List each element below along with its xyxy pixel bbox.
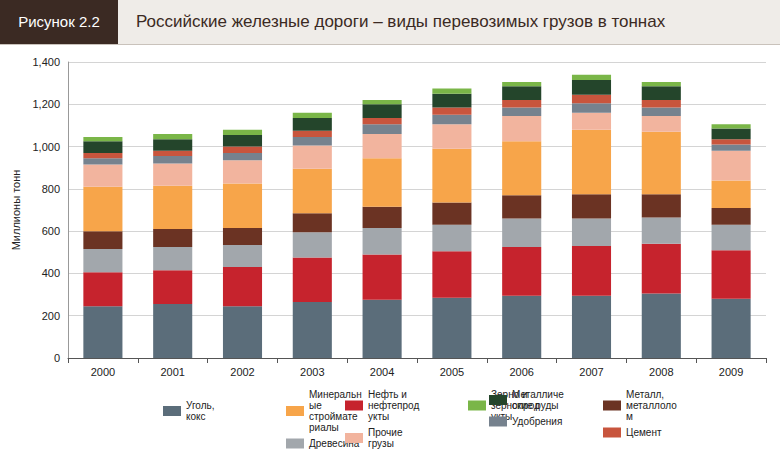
- svg-text:Нефть и: Нефть и: [368, 389, 410, 400]
- svg-text:риалы: риалы: [309, 422, 339, 433]
- svg-text:1,000: 1,000: [32, 141, 60, 153]
- svg-text:2002: 2002: [230, 366, 254, 378]
- svg-text:Минеральн: Минеральн: [309, 389, 362, 400]
- svg-text:2001: 2001: [160, 366, 184, 378]
- svg-text:2004: 2004: [370, 366, 394, 378]
- svg-text:Прочие: Прочие: [368, 427, 405, 438]
- svg-text:2005: 2005: [440, 366, 464, 378]
- svg-text:1,200: 1,200: [32, 98, 60, 110]
- svg-text:400: 400: [42, 267, 60, 279]
- svg-text:2006: 2006: [509, 366, 533, 378]
- svg-text:Металл,: Металл,: [626, 389, 667, 400]
- svg-text:2009: 2009: [719, 366, 743, 378]
- svg-text:200: 200: [42, 310, 60, 322]
- svg-text:2000: 2000: [91, 366, 115, 378]
- svg-text:укты: укты: [368, 411, 389, 422]
- html-text:Российские железные дороги – в: Российские железные дороги – виды перево…: [136, 12, 666, 31]
- html-text:Рисунок 2.2: Рисунок 2.2: [18, 13, 100, 30]
- svg-text:Металличе: Металличе: [512, 389, 564, 400]
- svg-text:Уголь,: Уголь,: [186, 400, 217, 411]
- svg-text:ские руды: ские руды: [512, 400, 558, 411]
- svg-text:Древесина: Древесина: [309, 438, 360, 449]
- svg-text:Цемент: Цемент: [626, 427, 662, 438]
- svg-text:строймате: строймате: [309, 411, 358, 422]
- svg-text:ые: ые: [309, 400, 325, 411]
- svg-text:2003: 2003: [300, 366, 324, 378]
- svg-text:м: м: [626, 411, 633, 422]
- svg-text:1,400: 1,400: [32, 56, 60, 68]
- svg-text:металлоло: металлоло: [626, 400, 677, 411]
- svg-text:600: 600: [42, 225, 60, 237]
- svg-text:800: 800: [42, 183, 60, 195]
- svg-text:грузы: грузы: [368, 438, 394, 449]
- svg-text:2008: 2008: [649, 366, 673, 378]
- svg-text:Миллионы тонн: Миллионы тонн: [10, 170, 22, 251]
- svg-text:Удобрения: Удобрения: [512, 416, 562, 427]
- svg-text:2007: 2007: [579, 366, 603, 378]
- svg-text:0: 0: [54, 352, 60, 364]
- svg-text:нефтепрод: нефтепрод: [368, 400, 419, 411]
- svg-text:кокс: кокс: [186, 411, 206, 422]
